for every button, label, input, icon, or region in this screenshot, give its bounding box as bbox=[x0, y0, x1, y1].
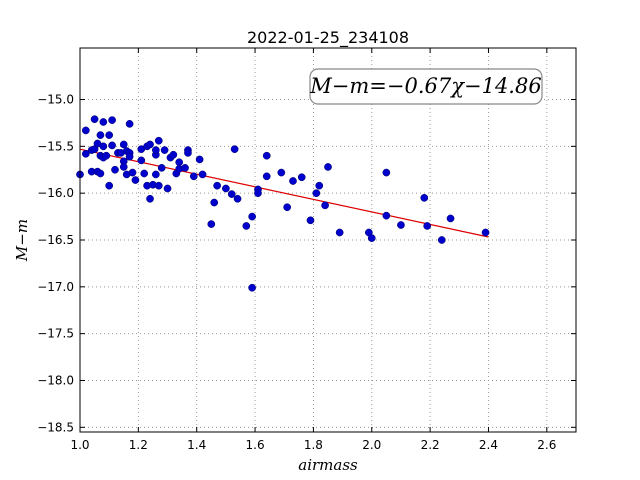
data-point bbox=[306, 216, 315, 225]
data-point bbox=[382, 168, 391, 177]
data-point bbox=[297, 173, 306, 182]
data-point bbox=[289, 177, 297, 185]
data-point bbox=[96, 131, 105, 139]
data-point bbox=[81, 149, 90, 158]
data-point bbox=[157, 164, 166, 172]
x-tick-label: 1.0 bbox=[70, 438, 89, 452]
x-tick-label: 2.2 bbox=[421, 438, 440, 452]
data-point bbox=[152, 146, 160, 154]
data-point bbox=[213, 181, 221, 190]
data-point bbox=[283, 203, 292, 212]
y-tick-label: −15.5 bbox=[37, 139, 74, 153]
data-point bbox=[108, 141, 116, 150]
data-point bbox=[222, 184, 230, 193]
data-point bbox=[105, 181, 114, 190]
data-point bbox=[119, 163, 128, 171]
data-point bbox=[335, 228, 344, 237]
data-point bbox=[321, 201, 329, 210]
data-point bbox=[195, 155, 204, 164]
data-point bbox=[146, 194, 154, 203]
data-point bbox=[108, 116, 116, 124]
y-axis-label: M−m bbox=[13, 219, 31, 262]
x-tick-labels: 1.0 1.2 1.4 1.6 1.8 2.0 2.2 2.4 2.6 bbox=[70, 438, 556, 452]
x-axis-label: airmass bbox=[298, 456, 358, 474]
data-point bbox=[125, 120, 134, 128]
data-point bbox=[207, 220, 216, 228]
data-point bbox=[423, 222, 432, 230]
fit-line bbox=[79, 148, 489, 238]
data-point bbox=[99, 118, 108, 126]
data-point bbox=[160, 146, 169, 154]
data-point bbox=[184, 149, 192, 157]
data-point bbox=[367, 234, 376, 242]
data-point bbox=[242, 222, 251, 230]
x-tick-label: 1.2 bbox=[129, 438, 148, 452]
x-tick-label: 1.4 bbox=[187, 438, 206, 452]
data-point bbox=[420, 194, 429, 202]
data-point bbox=[175, 158, 184, 167]
data-point bbox=[262, 172, 271, 181]
y-tick-label: −17.5 bbox=[37, 327, 74, 341]
data-points bbox=[76, 115, 490, 292]
data-point bbox=[397, 221, 405, 229]
data-point bbox=[210, 198, 219, 207]
data-point bbox=[254, 189, 262, 198]
data-point bbox=[137, 156, 146, 165]
data-point bbox=[102, 151, 111, 160]
data-point bbox=[152, 170, 160, 179]
y-tick-label: −15.0 bbox=[37, 93, 74, 107]
data-point bbox=[154, 181, 163, 190]
data-point bbox=[324, 163, 332, 171]
x-tick-label: 2.4 bbox=[479, 438, 498, 452]
data-point bbox=[125, 152, 134, 161]
data-point bbox=[248, 283, 256, 292]
x-tick-label: 1.8 bbox=[304, 438, 323, 452]
fit-line-group bbox=[79, 148, 489, 238]
data-point bbox=[446, 214, 455, 223]
data-point bbox=[163, 184, 172, 193]
x-tick-label: 2.6 bbox=[537, 438, 556, 452]
data-point bbox=[81, 126, 90, 135]
chart-title: 2022-01-25_234108 bbox=[247, 28, 409, 48]
data-point bbox=[154, 136, 163, 145]
data-point bbox=[315, 181, 324, 190]
data-point bbox=[382, 211, 391, 220]
data-point bbox=[105, 131, 114, 139]
x-tick-label: 2.0 bbox=[362, 438, 381, 452]
y-tick-label: −18.0 bbox=[37, 373, 74, 387]
data-point bbox=[248, 212, 256, 221]
data-point bbox=[312, 189, 321, 198]
data-point bbox=[189, 172, 198, 181]
data-point bbox=[230, 145, 239, 154]
data-point bbox=[146, 140, 154, 149]
y-tick-label: −16.0 bbox=[37, 186, 74, 200]
y-tick-label: −16.5 bbox=[37, 233, 74, 247]
y-tick-label: −18.5 bbox=[37, 420, 74, 434]
data-point bbox=[227, 190, 236, 198]
data-point bbox=[262, 151, 271, 160]
fit-equation-box: M−m=−0.67χ−14.86 bbox=[309, 68, 543, 105]
data-point bbox=[169, 150, 178, 159]
data-point bbox=[90, 115, 99, 124]
data-point bbox=[233, 194, 242, 203]
data-point bbox=[181, 164, 189, 172]
data-point bbox=[131, 176, 140, 184]
data-point bbox=[277, 168, 286, 177]
axis-ticks bbox=[79, 48, 576, 432]
y-tick-label: −17.0 bbox=[37, 280, 74, 294]
data-point bbox=[111, 165, 119, 174]
y-tick-labels: −15.0 −15.5 −16.0 −16.5 −17.0 −17.5 −18.0 −18.5 bbox=[37, 93, 74, 435]
data-point bbox=[140, 169, 149, 178]
data-point bbox=[119, 140, 128, 149]
data-point bbox=[437, 236, 446, 244]
data-point bbox=[128, 168, 137, 177]
x-tick-label: 1.6 bbox=[246, 438, 265, 452]
data-point bbox=[481, 228, 490, 237]
data-point bbox=[99, 142, 108, 151]
data-point bbox=[96, 169, 105, 178]
fit-equation: M−m=−0.67χ−14.86 bbox=[309, 74, 541, 98]
data-point bbox=[198, 170, 207, 179]
